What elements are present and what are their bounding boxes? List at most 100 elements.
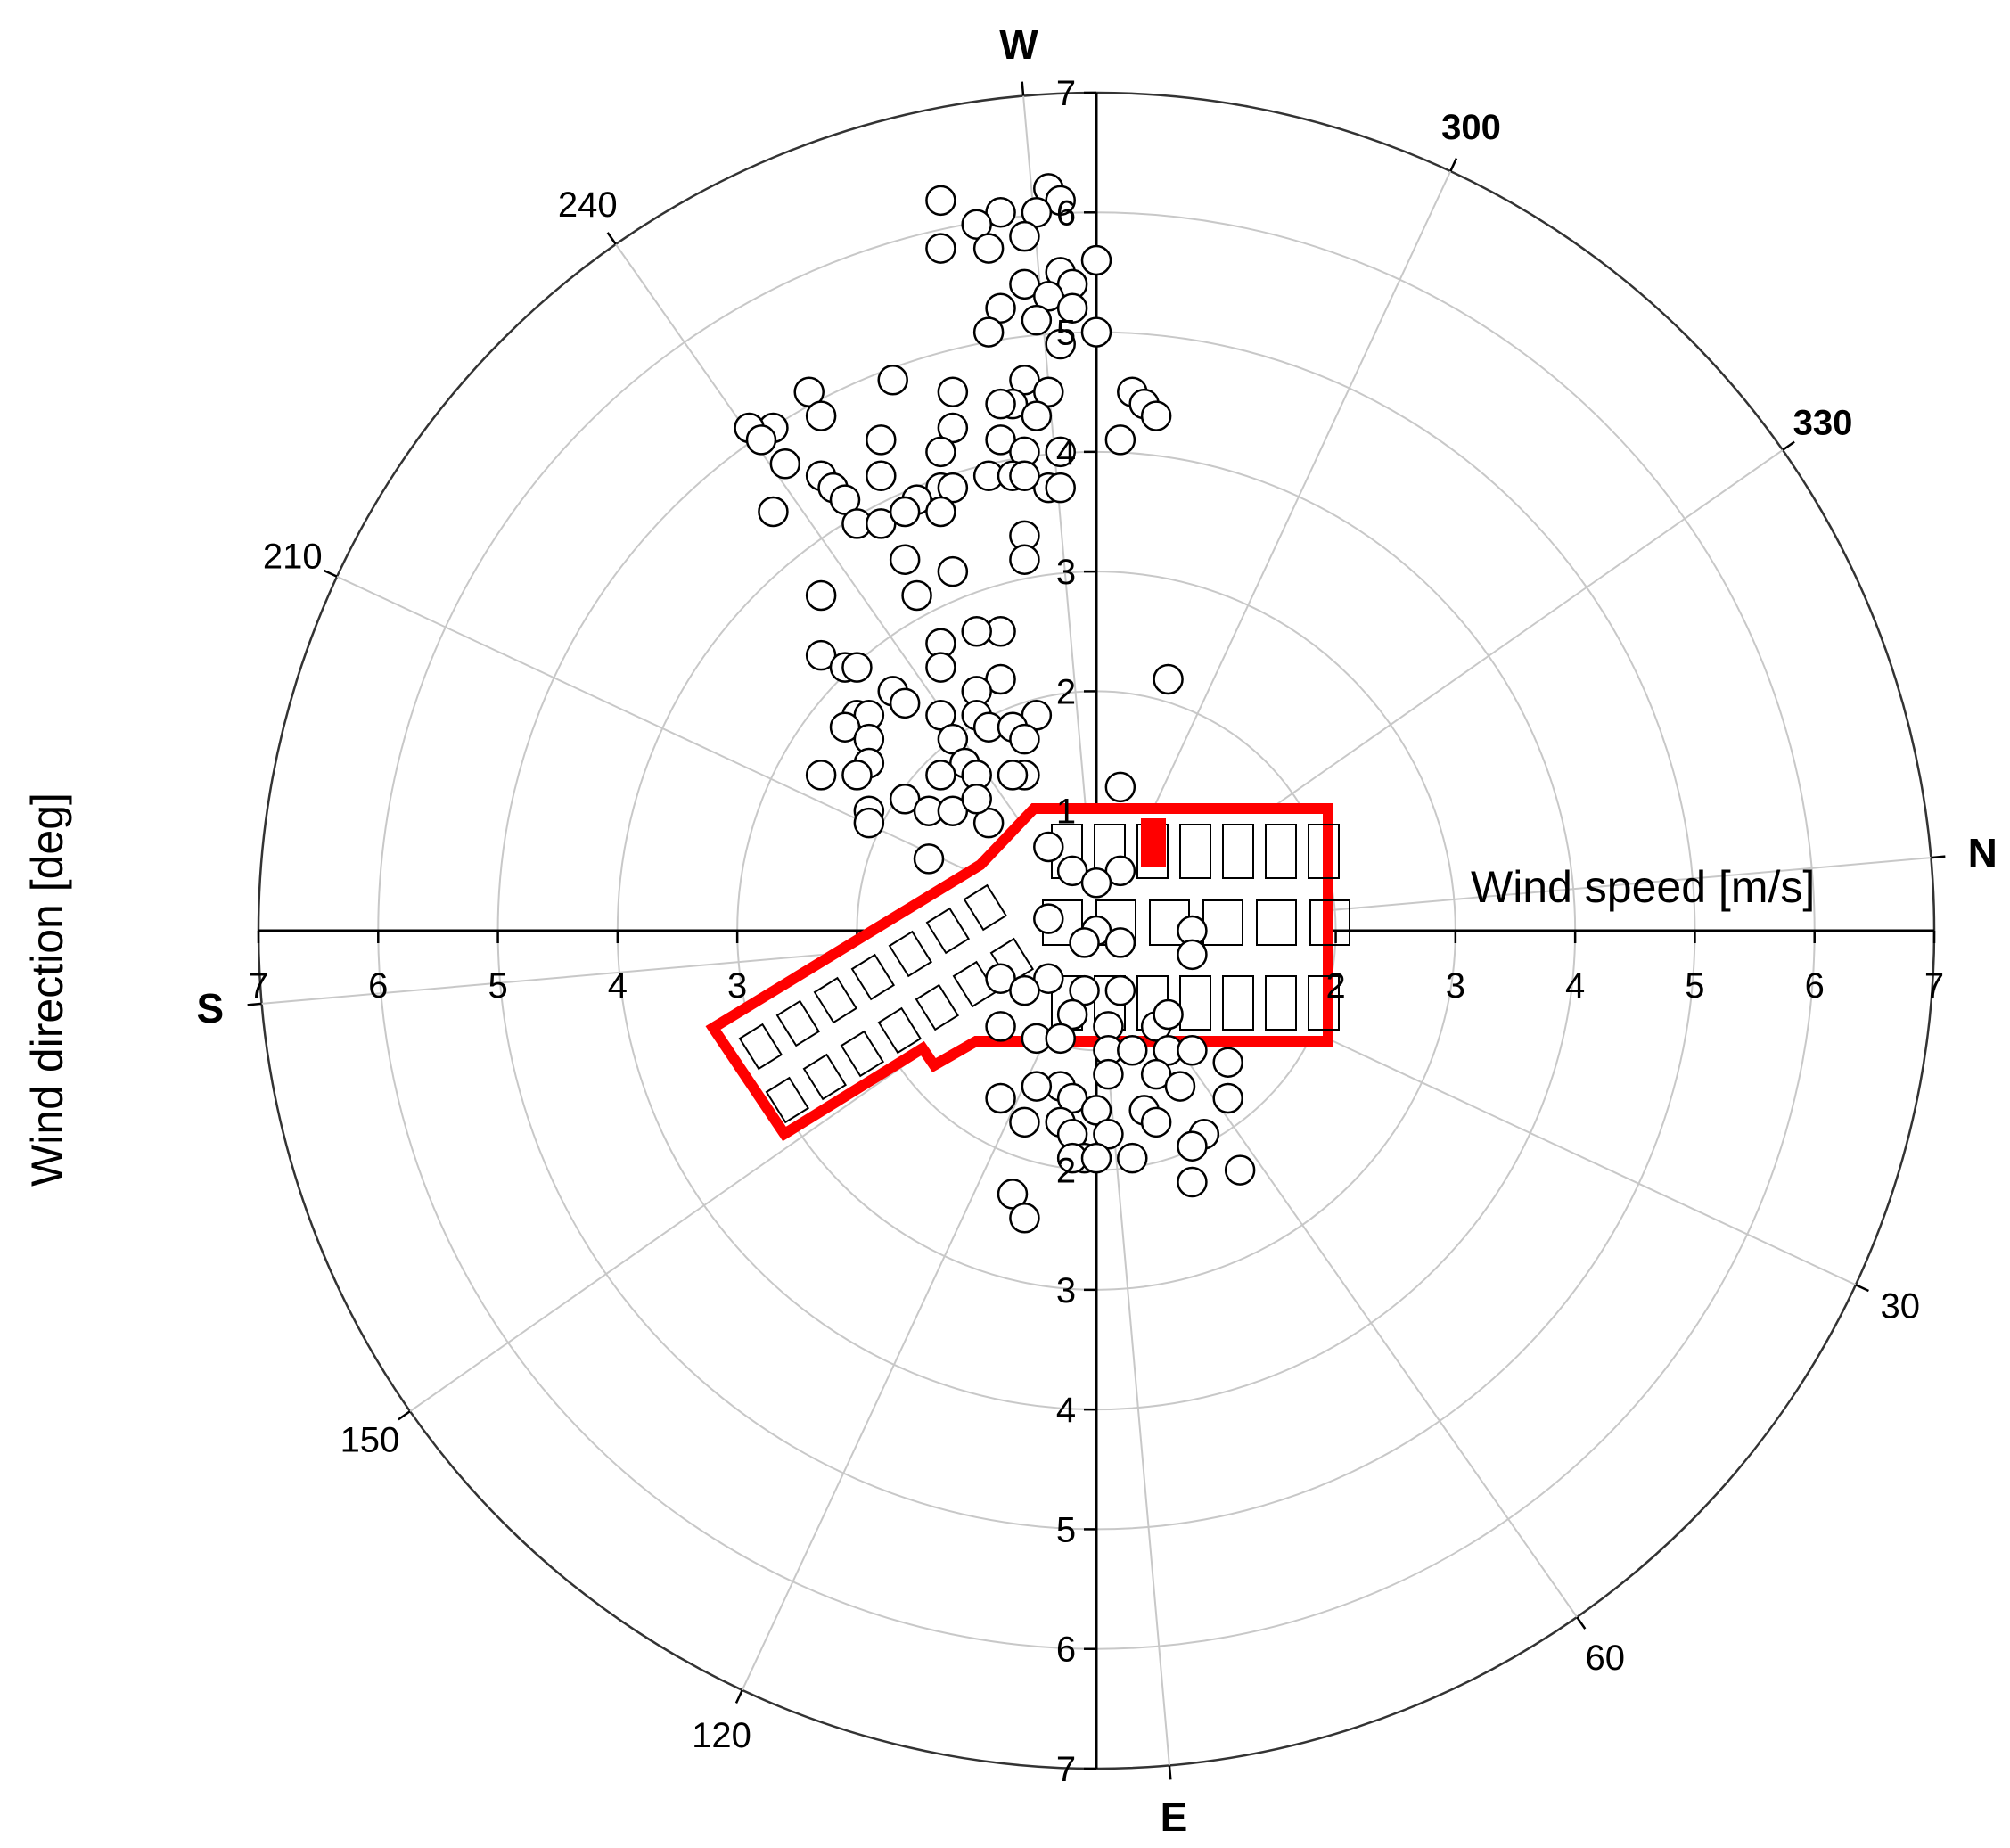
angle-label-240: 240	[558, 185, 618, 225]
data-point	[1104, 974, 1136, 1006]
data-point	[1104, 855, 1136, 887]
room	[925, 907, 971, 955]
data-point	[1212, 1047, 1243, 1078]
data-point	[925, 760, 956, 791]
data-point	[1093, 1058, 1124, 1090]
x-tick-label: 4	[608, 966, 628, 1006]
compass-label-N: N	[1968, 830, 1998, 876]
data-point	[889, 496, 921, 528]
data-point	[1021, 304, 1053, 336]
x-tick-label: 3	[1446, 966, 1465, 1006]
y-tick-label: 6	[1056, 1630, 1076, 1670]
data-point	[925, 496, 956, 528]
angle-tick	[1576, 1616, 1587, 1630]
room	[915, 983, 960, 1031]
data-point	[745, 424, 777, 456]
room	[813, 976, 858, 1024]
data-point	[937, 412, 969, 444]
data-point	[1080, 316, 1112, 348]
angle-tick	[1449, 158, 1458, 172]
y-tick-label: 4	[1056, 1391, 1076, 1430]
data-point	[1009, 460, 1040, 491]
room	[765, 1076, 810, 1124]
data-point	[1033, 376, 1064, 407]
data-point	[841, 760, 873, 791]
room	[1179, 824, 1211, 879]
compass-tick	[1021, 81, 1025, 96]
data-point	[925, 652, 956, 683]
y-tick-label: 6	[1056, 193, 1076, 233]
angle-label-150: 150	[340, 1421, 400, 1460]
data-point	[1021, 400, 1053, 431]
y-tick-label: 5	[1056, 1510, 1076, 1549]
compass-tick	[247, 1002, 262, 1006]
data-point	[1009, 365, 1040, 396]
x-axis-label: Wind speed [m/s]	[1471, 862, 1815, 912]
data-point	[985, 388, 1016, 420]
data-point	[1104, 927, 1136, 958]
y-tick-label: 2	[1056, 1152, 1076, 1191]
red-marker	[1141, 818, 1166, 867]
data-point	[985, 424, 1016, 456]
data-point	[961, 616, 992, 647]
data-point	[841, 652, 873, 683]
room	[738, 1023, 783, 1071]
data-point	[1009, 1203, 1040, 1234]
data-point	[1164, 1071, 1196, 1102]
room	[1265, 824, 1297, 879]
angle-label-30: 30	[1881, 1287, 1921, 1326]
data-point	[1140, 1058, 1172, 1090]
data-point	[985, 292, 1016, 324]
data-point	[925, 185, 956, 217]
data-point	[1033, 831, 1064, 863]
data-point	[972, 316, 1005, 348]
data-point	[925, 700, 956, 731]
compass-label-S: S	[196, 985, 224, 1031]
y-tick-label: 1	[1056, 793, 1076, 832]
data-point	[985, 1011, 1016, 1042]
data-point	[1080, 1142, 1112, 1174]
data-point	[1056, 292, 1088, 324]
data-point	[1104, 771, 1136, 803]
angle-tick	[324, 569, 338, 578]
y-tick-label: 4	[1056, 433, 1076, 472]
compass-label-W: W	[999, 21, 1038, 68]
data-point	[961, 784, 992, 815]
data-point	[937, 555, 969, 587]
data-point	[805, 639, 837, 671]
data-point	[1080, 867, 1112, 899]
data-point	[985, 1082, 1016, 1114]
data-point	[1033, 963, 1064, 994]
data-point	[1117, 1035, 1148, 1066]
data-point	[1009, 723, 1040, 755]
room	[802, 1053, 848, 1101]
x-tick-label: 7	[1924, 966, 1944, 1006]
data-point	[1009, 1106, 1040, 1138]
angle-label-300: 300	[1441, 108, 1501, 147]
building-outline	[705, 803, 1333, 1142]
data-point	[1117, 1142, 1148, 1174]
building-floorplan-overlay	[705, 803, 1350, 1142]
data-point	[1033, 281, 1064, 312]
data-point	[769, 448, 801, 480]
y-tick-label: 3	[1056, 1271, 1076, 1310]
data-point	[1021, 700, 1053, 731]
y-tick-label: 7	[1056, 1750, 1076, 1789]
data-point	[925, 436, 956, 468]
data-point	[793, 376, 825, 407]
compass-label-E: E	[1161, 1794, 1188, 1840]
data-point	[889, 544, 921, 575]
data-point	[1009, 974, 1040, 1006]
data-point	[1153, 998, 1184, 1031]
room	[850, 953, 896, 1001]
y-tick-label: 7	[1056, 74, 1076, 113]
data-point	[1009, 544, 1040, 575]
x-tick-label: 5	[488, 966, 507, 1006]
data-point	[985, 963, 1016, 994]
room	[1308, 975, 1340, 1031]
data-point	[1080, 244, 1112, 276]
angle-label-330: 330	[1793, 403, 1853, 442]
data-point	[1069, 974, 1100, 1006]
data-points	[734, 173, 1256, 1234]
